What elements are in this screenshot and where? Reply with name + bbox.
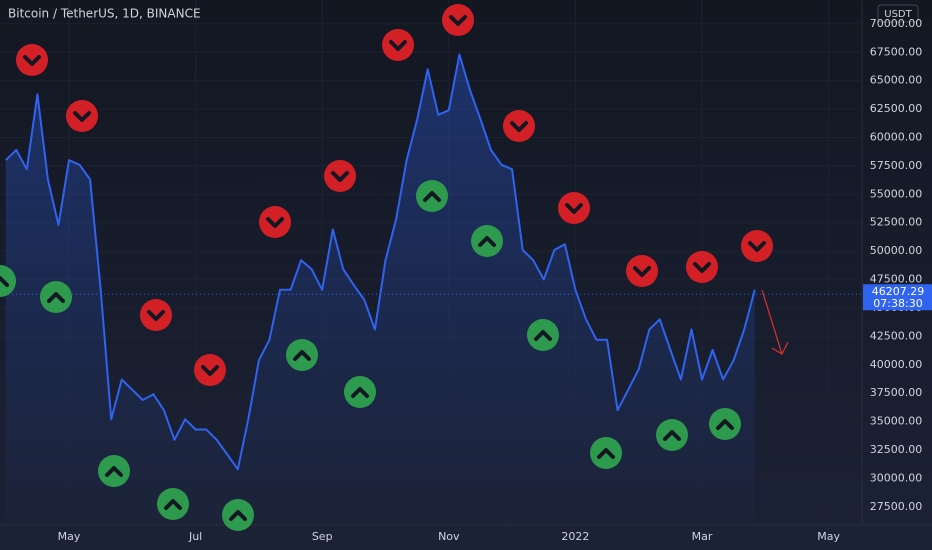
plot — [0, 0, 862, 525]
buy-signal — [527, 319, 559, 351]
last-price-label: 46207.29 — [872, 285, 925, 298]
y-tick-label: 47500.00 — [870, 273, 923, 286]
price-line — [5, 53, 756, 471]
signal-chevron — [229, 510, 247, 521]
signal-chevron — [565, 203, 583, 214]
signal-chevron — [633, 266, 651, 277]
signal-chevron — [478, 236, 496, 247]
signal-chevron — [105, 466, 123, 477]
y-tick-label: 52500.00 — [870, 216, 923, 229]
buy-signal — [286, 339, 318, 371]
sell-signal — [382, 29, 414, 61]
signal-chevron — [73, 111, 91, 122]
sell-signal — [16, 44, 48, 76]
sell-signal — [558, 192, 590, 224]
sell-signal — [324, 160, 356, 192]
buy-signal — [590, 437, 622, 469]
sell-signal — [259, 206, 291, 238]
y-tick-label: 55000.00 — [870, 187, 923, 200]
signal-chevron — [201, 365, 219, 376]
y-tick-label: 57500.00 — [870, 159, 923, 172]
sell-signal — [503, 110, 535, 142]
signal-chevron — [597, 448, 615, 459]
signal-chevron — [23, 55, 41, 66]
y-tick-label: 40000.00 — [870, 358, 923, 371]
signal-chevron — [293, 350, 311, 361]
currency-box — [877, 4, 919, 23]
y-tick-label: 67500.00 — [870, 45, 923, 58]
signal-chevron — [266, 217, 284, 228]
buy-signal — [0, 265, 16, 297]
y-tick-label: 32500.00 — [870, 443, 923, 456]
sell-signal — [741, 230, 773, 262]
buy-signal — [709, 408, 741, 440]
last-price-box — [863, 284, 932, 311]
sell-signal — [140, 299, 172, 331]
trend-arrow — [761, 289, 789, 355]
signal-chevron — [449, 15, 467, 26]
y-tick-label: 37500.00 — [870, 386, 923, 399]
signal-chevron — [331, 171, 349, 182]
signal-chevron — [147, 310, 165, 321]
sell-signal — [626, 255, 658, 287]
buy-signal — [98, 455, 130, 487]
y-tick-label: 30000.00 — [870, 471, 923, 484]
chart-title: Bitcoin / TetherUS, 1D, BINANCE — [8, 7, 201, 21]
x-tick-label: Sep — [312, 530, 333, 543]
y-tick-label: 42500.00 — [870, 329, 923, 342]
signal-chevron — [716, 419, 734, 430]
y-tick-label: 50000.00 — [870, 244, 923, 257]
signal-chevron — [510, 121, 528, 132]
buy-signal — [344, 376, 376, 408]
buy-signal — [157, 488, 189, 520]
y-tick-label: 27500.00 — [870, 500, 923, 513]
buy-signal — [656, 419, 688, 451]
buy-signal — [416, 180, 448, 212]
buy-signal — [222, 499, 254, 531]
y-tick-label: 65000.00 — [870, 74, 923, 87]
y-tick-label: 70000.00 — [870, 17, 923, 30]
x-tick-label: Jul — [188, 530, 202, 543]
x-tick-label: Mar — [692, 530, 713, 543]
sell-signal — [66, 100, 98, 132]
countdown: 07:38:30 — [873, 297, 922, 310]
sell-signal — [442, 4, 474, 36]
signal-chevron — [389, 40, 407, 51]
signal-chevron — [423, 191, 441, 202]
signal-chevron — [748, 241, 766, 252]
sell-signal — [686, 251, 718, 283]
x-tick-label: 2022 — [561, 530, 589, 543]
signal-chevron — [534, 330, 552, 341]
y-tick-label: 35000.00 — [870, 415, 923, 428]
x-tick-label: May — [58, 530, 81, 543]
sell-signal — [194, 354, 226, 386]
currency: USDT — [884, 9, 912, 20]
signal-chevron — [0, 276, 9, 287]
buy-signal — [471, 225, 503, 257]
y-tick-label: 60000.00 — [870, 131, 923, 144]
signal-chevron — [351, 387, 369, 398]
buy-signal — [40, 281, 72, 313]
signal-chevron — [47, 292, 65, 303]
signal-chevron — [164, 499, 182, 510]
signal-chevron — [693, 262, 711, 273]
signal-chevron — [663, 430, 681, 441]
x-tick-label: May — [817, 530, 840, 543]
area — [5, 54, 755, 525]
x-tick-label: Nov — [438, 530, 460, 543]
y-tick-label: 62500.00 — [870, 102, 923, 115]
